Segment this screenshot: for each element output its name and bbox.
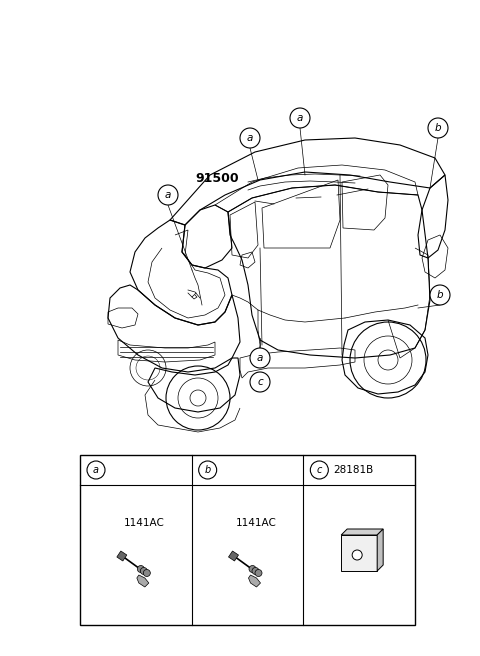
Text: a: a [93, 465, 99, 475]
Circle shape [311, 461, 328, 479]
Circle shape [144, 569, 150, 577]
Circle shape [290, 108, 310, 128]
Text: a: a [165, 190, 171, 200]
Circle shape [352, 550, 362, 560]
Circle shape [255, 569, 262, 577]
Text: c: c [257, 377, 263, 387]
Circle shape [249, 565, 256, 573]
Circle shape [250, 348, 270, 368]
Polygon shape [249, 575, 261, 587]
Polygon shape [341, 529, 383, 535]
Polygon shape [377, 529, 383, 571]
Circle shape [252, 567, 259, 575]
Text: a: a [247, 133, 253, 143]
Text: c: c [317, 465, 322, 475]
Polygon shape [228, 551, 239, 561]
Text: a: a [257, 353, 263, 363]
Text: 1141AC: 1141AC [236, 518, 276, 528]
Text: 91500: 91500 [195, 171, 239, 184]
Bar [80, 455, 415, 625]
Polygon shape [137, 575, 149, 587]
Circle shape [87, 461, 105, 479]
Circle shape [137, 565, 144, 573]
Circle shape [430, 285, 450, 305]
Text: b: b [204, 465, 211, 475]
Text: a: a [297, 113, 303, 123]
Text: b: b [437, 290, 444, 300]
Circle shape [140, 567, 147, 575]
Text: b: b [435, 123, 441, 133]
Circle shape [158, 185, 178, 205]
Circle shape [428, 118, 448, 138]
Circle shape [199, 461, 216, 479]
Text: 28181B: 28181B [333, 465, 373, 475]
Text: 1141AC: 1141AC [124, 518, 165, 528]
Circle shape [240, 128, 260, 148]
Polygon shape [117, 551, 127, 561]
Circle shape [250, 372, 270, 392]
Polygon shape [341, 535, 377, 571]
